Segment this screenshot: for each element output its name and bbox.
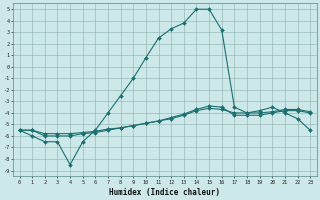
X-axis label: Humidex (Indice chaleur): Humidex (Indice chaleur) [109, 188, 220, 197]
